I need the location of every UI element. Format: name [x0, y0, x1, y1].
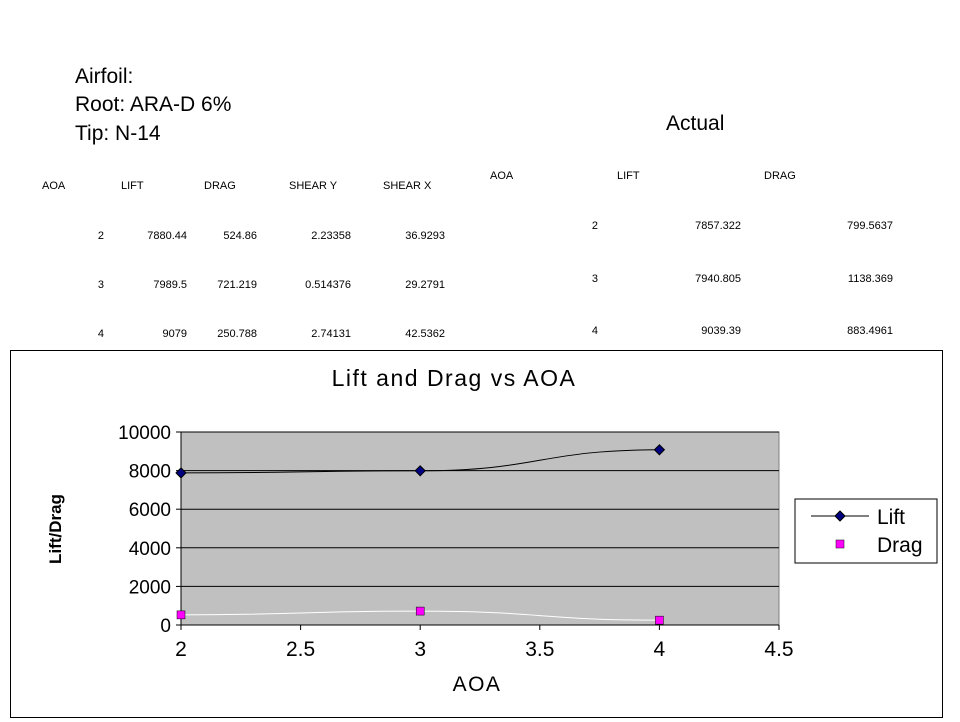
lift-point	[653, 444, 666, 456]
lift-point	[175, 467, 187, 479]
legend	[794, 498, 938, 564]
legend-marker-drag	[835, 539, 845, 549]
x-tick-label: 3.5	[525, 638, 554, 661]
table-cell: 36.9293	[405, 230, 445, 242]
table-cell: 2	[97, 230, 104, 242]
x-tick-label: 4	[654, 638, 666, 661]
col-header-shear-y: SHEAR Y	[289, 180, 338, 192]
tip-airfoil-label: Tip: N-14	[75, 122, 161, 145]
table-cell: 3	[97, 279, 104, 291]
x-axis-ticks: 2 2.5 3 3.5 4 4.5	[175, 624, 794, 661]
lift-point	[414, 465, 426, 477]
x-axis-label: AOA	[453, 673, 502, 696]
plot-area	[180, 431, 780, 626]
actual-title: Actual	[666, 112, 725, 135]
series-layer	[175, 444, 666, 625]
legend-label-drag: Drag	[877, 534, 923, 557]
drag-point	[176, 610, 186, 620]
col-header-lift: LIFT	[121, 180, 144, 192]
table-cell: 0.514376	[305, 279, 351, 291]
col-header-drag: DRAG	[204, 180, 236, 192]
table-cell: 4	[97, 328, 104, 340]
table-cell: 1138.369	[847, 273, 893, 285]
table-cell: 250.788	[217, 328, 257, 340]
table-cell: 7940.805	[695, 273, 741, 285]
chart-title: Lift and Drag vs AOA	[332, 365, 577, 391]
table-cell: 9039.39	[701, 325, 741, 337]
col-header-aoa: AOA	[42, 180, 66, 192]
x-tick-label: 2.5	[286, 638, 315, 661]
table-cell: 7880.44	[147, 230, 187, 242]
table-cell: 7989.5	[153, 279, 187, 291]
col-header-lift: LIFT	[617, 170, 640, 182]
y-axis-label: Lift/Drag	[46, 494, 65, 564]
y-tick-label: 0	[160, 616, 171, 637]
table-cell: 29.2791	[405, 279, 445, 291]
y-tick-label: 2000	[129, 577, 171, 598]
table-cell: 721.219	[217, 279, 257, 291]
y-tick-label: 8000	[129, 462, 171, 483]
drag-point	[655, 615, 664, 625]
col-header-shear-x: SHEAR X	[383, 180, 432, 192]
table-cell: 2.74131	[311, 328, 351, 340]
table-cell: 42.5362	[405, 328, 445, 340]
table-cell: 4	[591, 325, 598, 337]
lift-drag-chart: Lift and Drag vs AOA 0 2000 4000 6000 8000 10…	[46, 365, 938, 696]
y-tick-label: 4000	[129, 539, 171, 560]
y-axis-ticks: 0 2000 4000 6000 8000 10000	[118, 423, 182, 637]
root-airfoil-label: Root: ARA-D 6%	[75, 93, 232, 116]
y-tick-label: 10000	[118, 423, 171, 444]
col-header-drag: DRAG	[764, 170, 796, 182]
legend-label-lift: Lift	[877, 506, 905, 529]
table-cell: 883.4961	[847, 325, 893, 337]
table-cell: 9079	[162, 328, 187, 340]
table-cell: 3	[591, 273, 598, 285]
y-tick-label: 6000	[129, 500, 171, 521]
gridlines	[181, 431, 779, 587]
table-cell: 799.5637	[847, 220, 893, 232]
table-cell: 524.86	[223, 230, 257, 242]
x-tick-label: 2	[175, 638, 187, 661]
drag-point	[415, 606, 425, 616]
legend-marker-lift	[834, 510, 846, 522]
col-header-aoa: AOA	[490, 170, 514, 182]
legend-items: Lift Drag	[811, 506, 923, 557]
table-cell: 2.23358	[311, 230, 351, 242]
airfoil-label: Airfoil:	[75, 65, 134, 88]
chart-container: Lift and Drag vs AOA 0 2000 4000 6000 8000 10…	[10, 350, 943, 718]
x-tick-label: 4.5	[764, 638, 793, 661]
table-cell: 2	[591, 220, 598, 232]
table-cell: 7857.322	[695, 220, 741, 232]
x-tick-label: 3	[414, 638, 426, 661]
